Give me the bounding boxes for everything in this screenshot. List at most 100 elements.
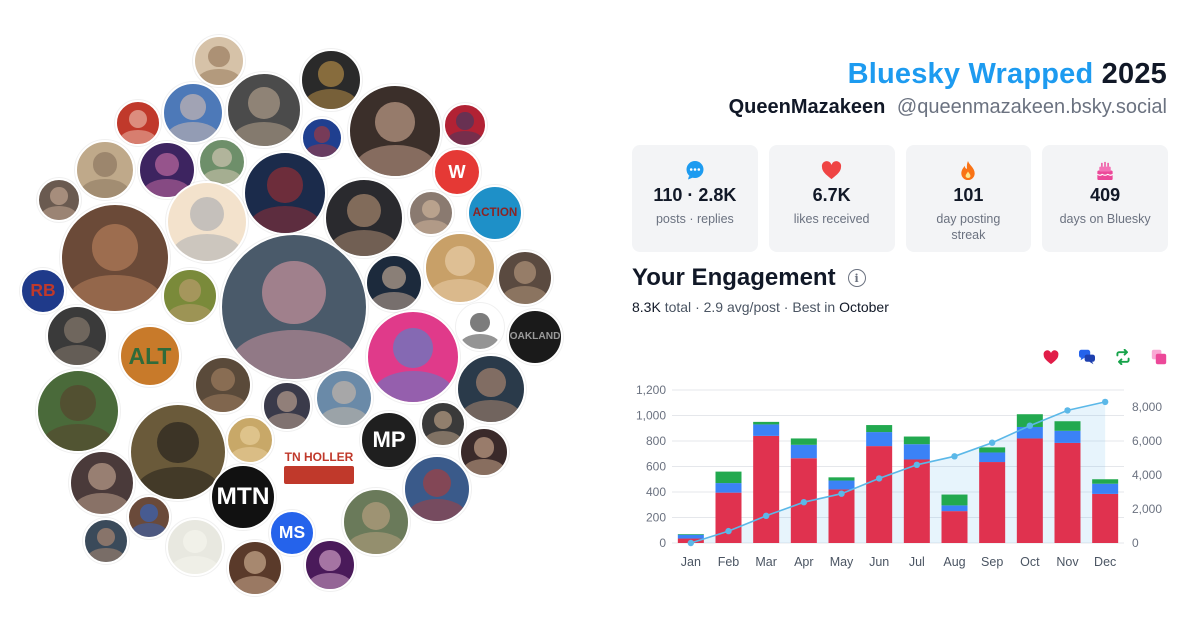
- engagement-chart: 0 200 400 600 800 1,000 1,200 0 2,000 4,000 6,000 8…: [636, 383, 1162, 569]
- y-tick-right: 2,000: [1132, 502, 1162, 516]
- bar-segment-2: [1054, 421, 1081, 431]
- bar-segment-0: [753, 435, 780, 543]
- avatar: [193, 35, 245, 87]
- reposts-legend-icon[interactable]: [1112, 346, 1134, 368]
- stat-value: 6.7K: [812, 185, 851, 205]
- y-tick-right: 6,000: [1132, 434, 1162, 448]
- likes-legend-icon[interactable]: [1040, 346, 1062, 368]
- bar-segment-0: [828, 489, 855, 543]
- engagement-average: 2.9 avg/post: [703, 299, 780, 315]
- avatar: [194, 356, 252, 414]
- bar-segment-2: [753, 421, 780, 425]
- year-title: 2025: [1101, 58, 1167, 90]
- avatar: MP: [360, 411, 418, 469]
- avatar: [324, 178, 404, 258]
- engagement-total-label: total: [664, 299, 692, 315]
- cumulative-point: [725, 527, 732, 535]
- y-tick-left: 600: [646, 460, 666, 474]
- engagement-summary: 8.3K total · 2.9 avg/post · Best in Octo…: [632, 299, 889, 315]
- avatar: [403, 455, 471, 523]
- bar-segment-2: [677, 534, 704, 535]
- cumulative-point: [800, 499, 808, 506]
- y-tick-right: 8,000: [1132, 400, 1162, 414]
- bar-segment-2: [903, 436, 930, 445]
- engagement-best-prefix: Best in: [792, 299, 836, 315]
- y-tick-left: 200: [646, 511, 666, 525]
- heart-icon: [821, 159, 843, 181]
- stat-value: 101: [953, 185, 984, 205]
- user-identity: QueenMazakeen @queenmazakeen.bsky.social: [729, 96, 1167, 119]
- stat-card-streak: 101 day posting streak: [905, 145, 1032, 252]
- flame-icon: [957, 159, 979, 181]
- y-tick-left: 400: [646, 485, 666, 499]
- y-tick-right: 0: [1132, 536, 1139, 550]
- y-tick-left: 1,200: [636, 383, 666, 397]
- x-tick-label: Aug: [943, 555, 965, 569]
- x-tick-label: Sep: [981, 555, 1003, 569]
- cumulative-line: [690, 401, 1106, 544]
- page-title: Bluesky Wrapped 2025: [848, 58, 1167, 91]
- avatar: MTN: [210, 464, 276, 530]
- avatar: [443, 103, 487, 147]
- bar-segment-1: [979, 452, 1006, 463]
- bar-segment-2: [1092, 479, 1119, 484]
- info-icon[interactable]: i: [847, 269, 866, 287]
- quotes-legend-icon[interactable]: [1148, 346, 1170, 368]
- stat-card-days: 409 days on Bluesky: [1042, 145, 1168, 252]
- cumulative-point: [687, 539, 695, 547]
- avatar: [162, 82, 224, 144]
- bar-segment-0: [979, 462, 1006, 543]
- cumulative-point: [1101, 398, 1109, 406]
- bar-segment-0: [1092, 493, 1119, 543]
- bar-segment-0: [941, 511, 968, 543]
- x-tick-label: Dec: [1094, 555, 1116, 569]
- cumulative-point: [913, 461, 921, 468]
- avatar: [166, 518, 224, 576]
- bar-segment-2: [866, 425, 893, 433]
- cumulative-point: [951, 453, 958, 460]
- cumulative-point: [1064, 407, 1071, 414]
- stat-label: posts · replies: [655, 212, 734, 226]
- engagement-best-month: October: [839, 299, 889, 315]
- x-tick-label: Apr: [794, 555, 813, 569]
- avatar: [138, 141, 196, 199]
- avatar: [408, 190, 454, 236]
- avatar: [424, 232, 496, 304]
- cake-icon: [1094, 159, 1116, 181]
- brand-title: Bluesky Wrapped: [847, 58, 1094, 90]
- x-tick-label: Mar: [755, 555, 777, 569]
- bar-segment-0: [866, 446, 893, 543]
- stat-value: 110 · 2.8K: [653, 185, 737, 205]
- stat-value: 409: [1090, 185, 1121, 205]
- bar-segment-1: [828, 480, 855, 490]
- stat-label: day posting streak: [936, 212, 1001, 242]
- bar-segment-1: [677, 534, 704, 539]
- avatar: ALT: [119, 325, 181, 387]
- avatar: [115, 100, 161, 146]
- bar-segment-2: [790, 438, 817, 445]
- x-tick-label: May: [830, 555, 854, 569]
- avatar: [127, 495, 171, 539]
- avatar: [69, 450, 135, 516]
- stat-card-likes: 6.7K likes received: [768, 145, 895, 252]
- engagement-total: 8.3K: [632, 299, 661, 315]
- avatar: [301, 117, 343, 159]
- x-tick-label: Nov: [1056, 555, 1079, 569]
- avatar: [166, 181, 248, 263]
- x-tick-label: Feb: [718, 555, 740, 569]
- y-tick-right: 4,000: [1132, 468, 1162, 482]
- avatar: OAKLAND: [507, 309, 563, 365]
- avatar: [497, 250, 553, 306]
- avatar: [315, 369, 373, 427]
- bar-segment-2: [979, 447, 1006, 453]
- bar-segment-2: [715, 471, 742, 484]
- avatar: [198, 138, 246, 186]
- avatar: [366, 310, 460, 404]
- cumulative-point: [762, 512, 770, 519]
- avatar: [456, 303, 504, 351]
- bar-segment-2: [828, 477, 855, 481]
- avatar: [60, 203, 170, 313]
- avatar: [420, 401, 466, 447]
- y-tick-left: 0: [659, 536, 666, 550]
- replies-legend-icon[interactable]: [1076, 346, 1098, 368]
